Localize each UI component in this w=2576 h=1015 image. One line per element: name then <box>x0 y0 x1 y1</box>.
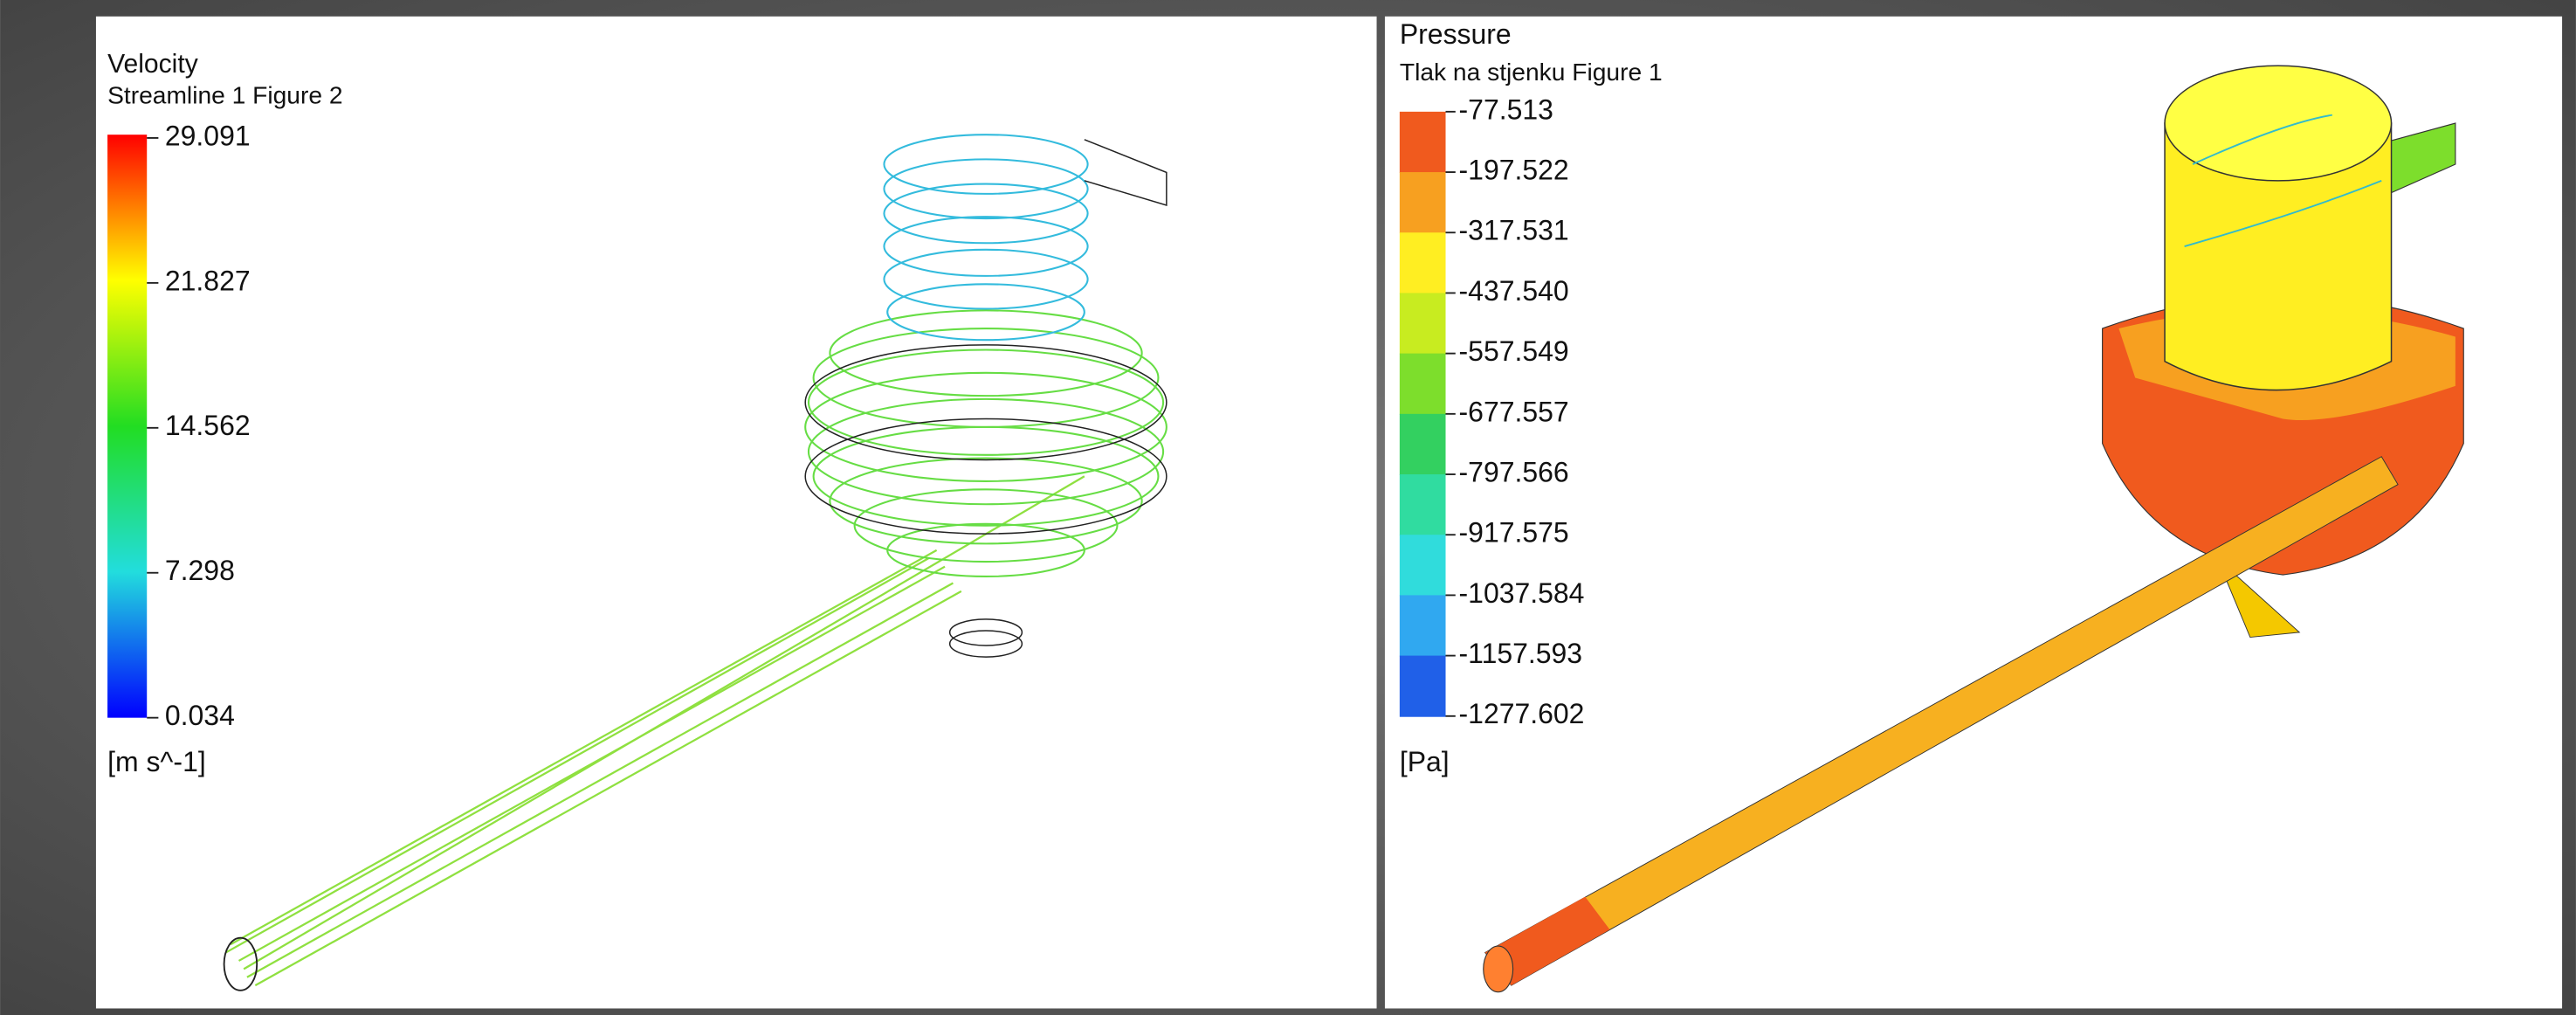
legend-title: Velocity <box>107 50 198 79</box>
legend-unit: [m s^-1] <box>107 746 206 777</box>
legend-unit: [Pa] <box>1400 746 1450 777</box>
legend-label: 29.091 <box>165 120 251 151</box>
color-band <box>1400 656 1446 717</box>
color-band <box>1400 112 1446 173</box>
color-band <box>1400 354 1446 415</box>
legend-label: -797.566 <box>1459 456 1569 487</box>
legend-title: Pressure <box>1400 18 1512 50</box>
legend-label: -1157.593 <box>1459 638 1583 669</box>
legend-label: -317.531 <box>1459 215 1569 246</box>
color-band <box>1400 172 1446 233</box>
color-band <box>1400 414 1446 475</box>
color-band <box>1400 474 1446 535</box>
legend-label: 14.562 <box>165 410 251 441</box>
legend-label: -557.549 <box>1459 335 1569 367</box>
color-band <box>1400 232 1446 293</box>
legend-label: -437.540 <box>1459 275 1569 307</box>
legend-label: 0.034 <box>165 700 235 731</box>
legend-label: -1037.584 <box>1459 577 1585 609</box>
color-band <box>1400 595 1446 656</box>
left-panel <box>96 17 1377 1009</box>
legend-label: -77.513 <box>1459 93 1553 125</box>
color-band <box>1400 293 1446 354</box>
legend-label: -197.522 <box>1459 154 1569 185</box>
legend-label: -677.557 <box>1459 396 1569 427</box>
legend-subtitle: Tlak na stjenku Figure 1 <box>1400 58 1663 86</box>
color-bar <box>107 135 147 717</box>
legend-label: -1277.602 <box>1459 698 1585 729</box>
legend-label: -917.575 <box>1459 517 1569 549</box>
figure: Velocity Streamline 1 Figure 2 29.091 21.… <box>0 0 2576 1015</box>
legend-label: 7.298 <box>165 555 235 586</box>
legend-subtitle: Streamline 1 Figure 2 <box>107 80 342 108</box>
color-band <box>1400 535 1446 596</box>
legend-label: 21.827 <box>165 265 251 296</box>
